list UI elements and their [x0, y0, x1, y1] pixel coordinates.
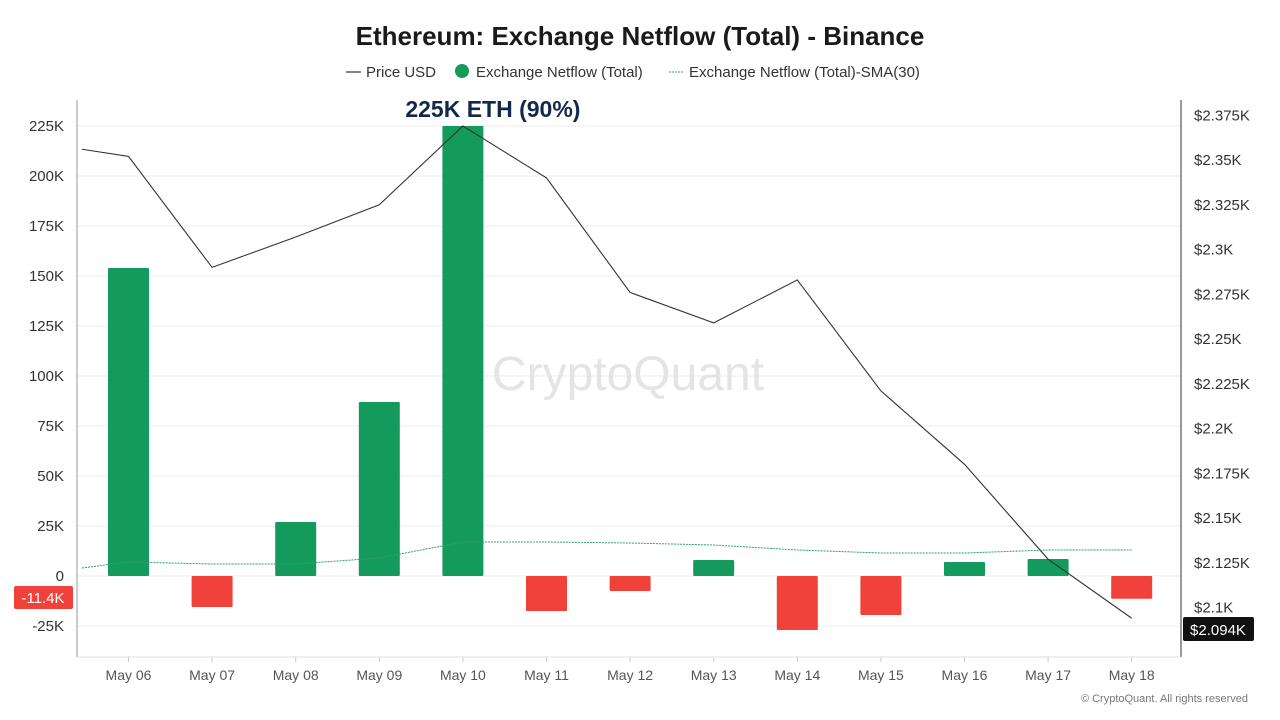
right-tick-label: $2.375K	[1194, 107, 1250, 124]
x-tick-label: May 16	[942, 667, 988, 683]
x-tick-label: May 08	[273, 667, 319, 683]
left-badge-label: -11.4K	[21, 590, 64, 607]
chart-title: Ethereum: Exchange Netflow (Total) - Bin…	[356, 21, 925, 51]
x-tick-label: May 12	[607, 667, 653, 683]
lines	[81, 125, 1133, 619]
right-tick-label: $2.1K	[1194, 600, 1233, 617]
right-tick-label: $2.125K	[1194, 555, 1250, 572]
right-tick-label: $2.2K	[1194, 421, 1233, 438]
left-tick-label: 0	[56, 568, 64, 585]
price-line	[81, 125, 1133, 619]
right-badge: $2.094K	[1183, 617, 1254, 641]
x-axis-labels: May 06 May 07 May 08 May 09 May 10 May 11 May …	[106, 657, 1155, 683]
x-tick-label: May 11	[524, 667, 569, 683]
legend-netflow-label: Exchange Netflow (Total)	[476, 64, 643, 81]
footer-copyright: © CryptoQuant. All rights reserved	[1081, 693, 1248, 705]
right-tick-label: $2.225K	[1194, 376, 1250, 393]
netflow-bar	[1027, 559, 1069, 576]
legend-netflow-swatch	[455, 64, 469, 78]
right-badge-label: $2.094K	[1190, 622, 1246, 639]
annotation-callout: 225K ETH (90%)	[405, 96, 580, 122]
legend-sma-label: Exchange Netflow (Total)-SMA(30)	[689, 64, 920, 81]
x-tick-label: May 18	[1109, 667, 1155, 683]
netflow-bar	[1111, 576, 1153, 599]
watermark: CryptoQuant	[492, 348, 764, 401]
sma-line	[81, 541, 1132, 569]
x-tick-label: May 10	[440, 667, 486, 683]
left-badge: -11.4K	[14, 586, 73, 609]
netflow-bar	[358, 402, 400, 576]
left-tick-label: 225K	[29, 118, 64, 135]
left-tick-label: 75K	[37, 418, 64, 435]
left-tick-label: 50K	[37, 468, 64, 485]
x-tick-label: May 07	[189, 667, 235, 683]
left-tick-label: 100K	[29, 368, 64, 385]
netflow-bars	[108, 126, 1153, 630]
right-tick-label: $2.275K	[1194, 286, 1250, 303]
left-tick-label: 125K	[29, 318, 64, 335]
netflow-bar	[191, 576, 233, 607]
right-tick-label: $2.175K	[1194, 465, 1250, 482]
left-tick-label: 150K	[29, 268, 64, 285]
right-tick-label: $2.35K	[1194, 152, 1242, 169]
netflow-bar	[609, 576, 651, 591]
left-badge-background	[14, 586, 73, 609]
right-tick-label: $2.325K	[1194, 197, 1250, 214]
right-tick-label: $2.25K	[1194, 331, 1242, 348]
netflow-bar	[776, 576, 818, 630]
left-axis-labels: 225K 200K 175K 150K 125K 100K 75K 50K 25K 0 -25K	[29, 118, 64, 635]
netflow-bar	[275, 522, 317, 576]
legend: Price USD Exchange Netflow (Total) Excha…	[346, 64, 920, 81]
x-tick-label: May 17	[1025, 667, 1071, 683]
left-tick-label: 175K	[29, 218, 64, 235]
left-tick-label: 25K	[37, 518, 64, 535]
legend-price-label: Price USD	[366, 64, 436, 81]
x-tick-label: May 15	[858, 667, 904, 683]
left-tick-label: -25K	[32, 618, 64, 635]
netflow-bar	[526, 576, 567, 611]
netflow-bar	[442, 126, 484, 576]
x-tick-label: May 13	[691, 667, 737, 683]
right-axis-labels: $2.375K $2.35K $2.325K $2.3K $2.275K $2.25K $2…	[1194, 107, 1250, 616]
left-tick-label: 200K	[29, 168, 64, 185]
netflow-bar	[944, 562, 985, 576]
netflow-bar	[108, 268, 149, 576]
right-tick-label: $2.3K	[1194, 242, 1233, 259]
x-tick-label: May 06	[106, 667, 152, 683]
right-badge-background	[1183, 617, 1254, 641]
right-tick-label: $2.15K	[1194, 510, 1242, 527]
x-tick-label: May 14	[774, 667, 820, 683]
x-tick-label: May 09	[356, 667, 402, 683]
netflow-bar	[860, 576, 902, 615]
netflow-bar	[693, 560, 735, 576]
